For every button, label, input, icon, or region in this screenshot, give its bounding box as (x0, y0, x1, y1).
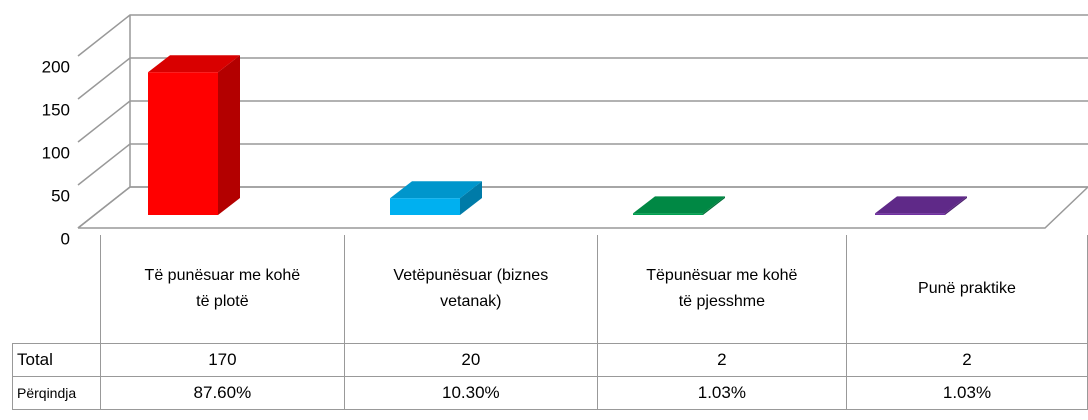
bar (875, 196, 967, 215)
bar-front (148, 72, 218, 215)
percent-value: 1.03% (845, 376, 1088, 410)
bar-front (390, 198, 460, 215)
data-table: Të punësuar me kohë të plotë Vetëpunësuar… (12, 235, 1088, 410)
corner (12, 235, 101, 344)
bar (148, 55, 240, 216)
grid-line (77, 186, 1088, 229)
grid-line (77, 57, 1088, 100)
total-value: 2 (596, 343, 847, 377)
bar-side (460, 181, 482, 215)
bar-top (633, 196, 725, 214)
grid-line (77, 14, 1088, 57)
bar-top (148, 55, 240, 73)
grid-line (77, 143, 1088, 186)
bar-top (875, 196, 967, 214)
bar-side (945, 196, 967, 215)
y-tick-label: 50 (51, 186, 70, 205)
total-value: 170 (99, 343, 345, 377)
bar-side (218, 55, 240, 216)
total-value: 2 (845, 343, 1088, 377)
bar-front (633, 213, 703, 215)
percent-value: 1.03% (596, 376, 847, 410)
percent-value: 87.60% (99, 376, 345, 410)
percent-value: 10.30% (343, 376, 598, 410)
y-tick-label: 100 (42, 143, 70, 162)
category-label: Punë praktike (845, 235, 1088, 344)
bar-front (875, 213, 945, 215)
bar (390, 181, 482, 215)
category-label: Vetëpunësuar (biznes vetanak) (343, 235, 598, 344)
bar (633, 196, 725, 215)
bar-top (390, 181, 482, 199)
y-tick-label: 150 (42, 100, 70, 119)
category-label: Të punësuar me kohë të plotë (99, 235, 345, 344)
total-value: 20 (343, 343, 598, 377)
grid-line (77, 100, 1088, 143)
row-label: Përqindja (12, 376, 101, 410)
category-label: Tëpunësuar me kohë të pjesshme (596, 235, 847, 344)
row-label: Total (12, 343, 101, 377)
y-tick-label: 200 (42, 57, 70, 76)
bar-side (703, 196, 725, 215)
